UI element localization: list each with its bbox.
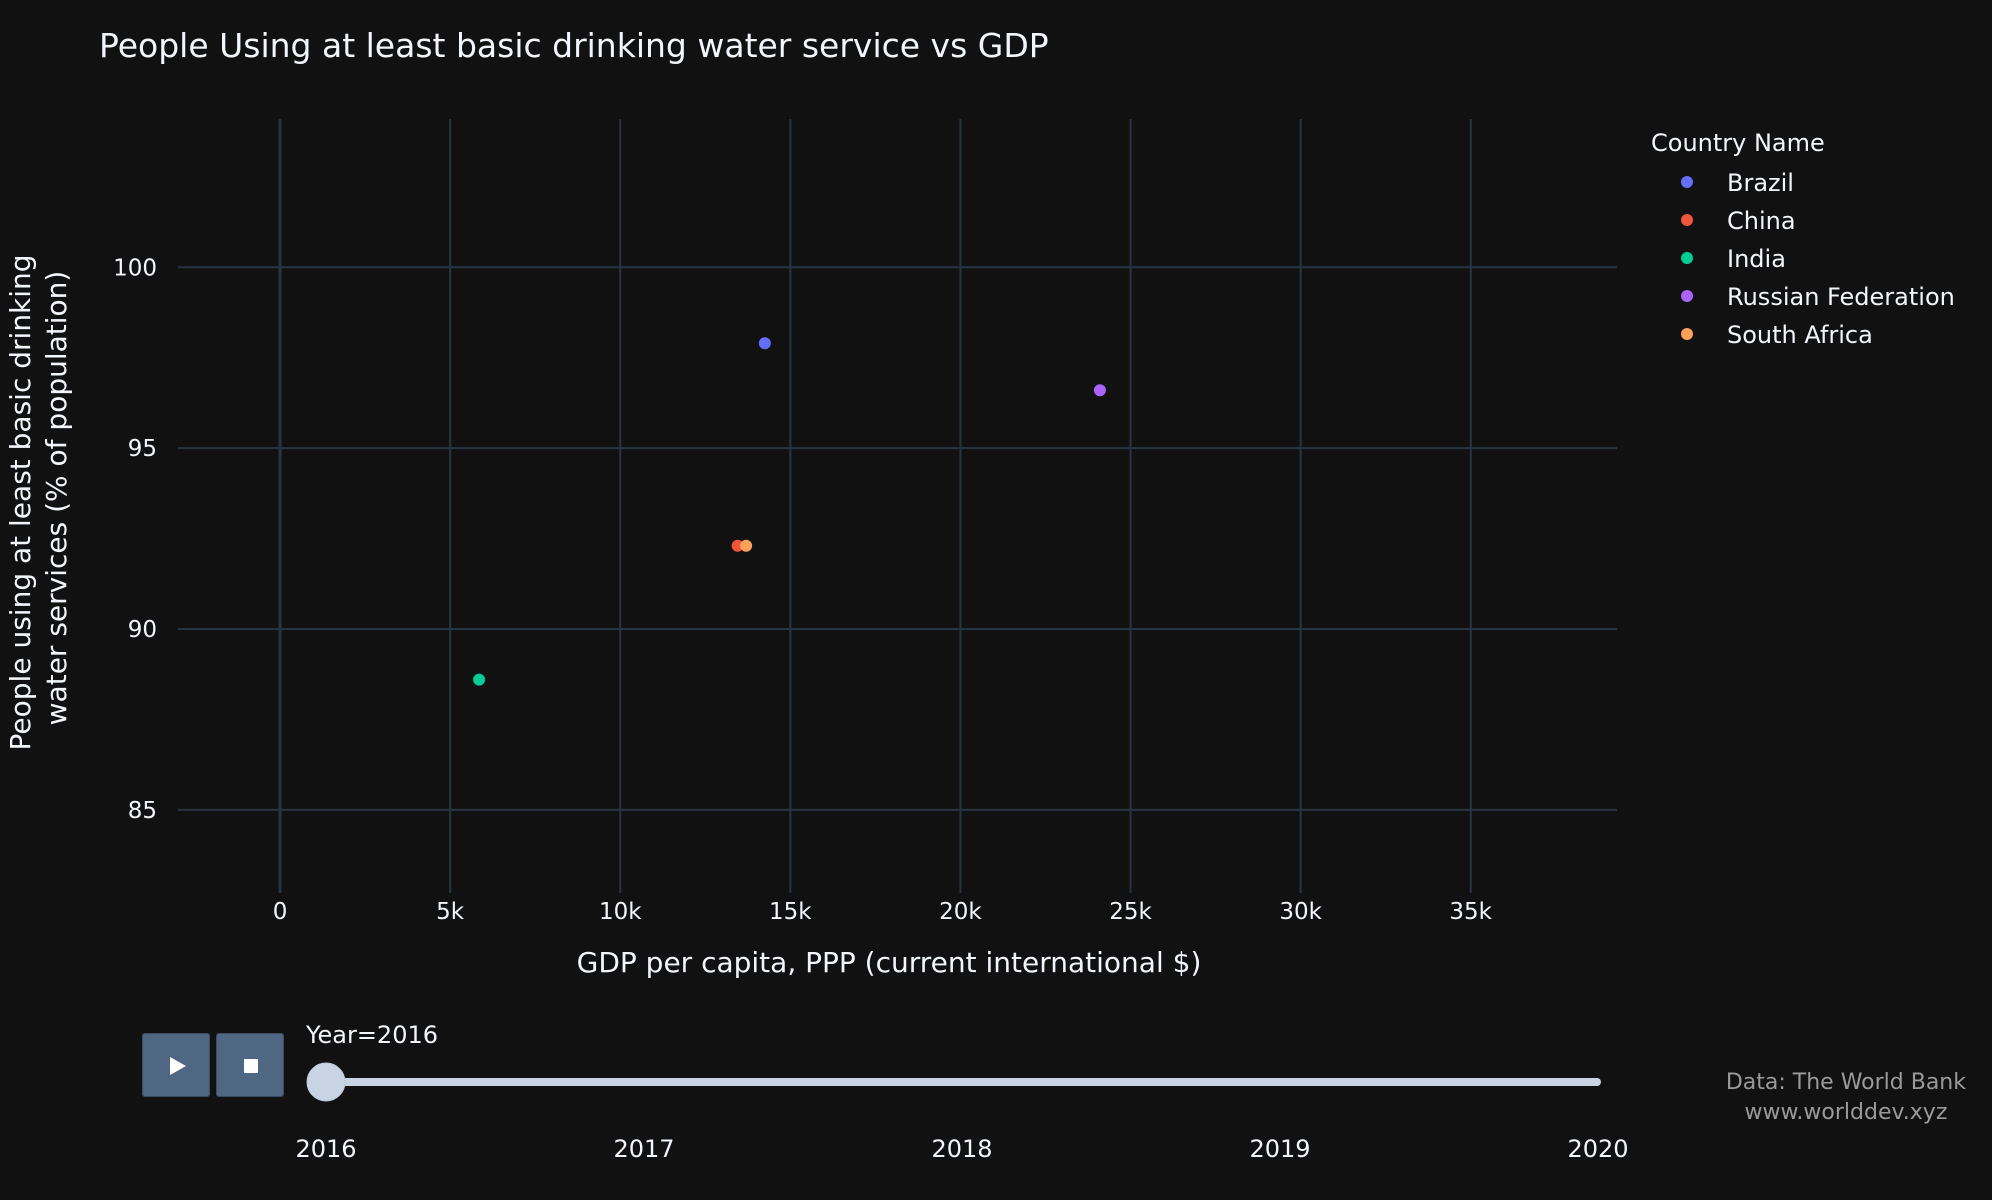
x-tick-label: 10k	[599, 899, 642, 925]
data-point-china[interactable]	[731, 539, 744, 552]
x-tick-label: 25k	[1109, 899, 1152, 925]
y-tick-label: 100	[113, 255, 157, 281]
legend-item-russian-federation[interactable]: Russian Federation	[1727, 283, 1955, 311]
legend-marker	[1681, 290, 1693, 302]
legend-marker	[1681, 214, 1693, 226]
stop-button[interactable]	[216, 1033, 284, 1097]
legend-marker	[1681, 328, 1693, 340]
slider-step-label[interactable]: 2018	[931, 1135, 992, 1163]
y-tick-label: 95	[128, 436, 157, 462]
data-point-russian-federation[interactable]	[1093, 384, 1106, 397]
y-axis-label-line-2: water services (% of population)	[40, 271, 73, 726]
y-axis-ticks: 85 90 95 100	[113, 255, 157, 824]
data-point-india[interactable]	[473, 673, 486, 686]
y-tick-label: 85	[128, 798, 157, 824]
data-points	[473, 337, 1106, 686]
slider-step-labels: 2016 2017 2018 2019 2020	[295, 1135, 1628, 1163]
legend-item-south-africa[interactable]: South Africa	[1727, 321, 1873, 349]
data-point-south-africa[interactable]	[740, 539, 753, 552]
x-axis-ticks: 0 5k 10k 15k 20k 25k 30k 35k	[273, 899, 1493, 925]
y-axis-label: People using at least basic drinking wat…	[4, 246, 73, 751]
slider-step-label[interactable]: 2019	[1249, 1135, 1310, 1163]
stop-icon	[244, 1059, 258, 1073]
x-tick-label: 20k	[939, 899, 982, 925]
legend-item-china[interactable]: China	[1727, 207, 1796, 235]
legend: Country Name Brazil China India Russian Fed…	[1651, 129, 1955, 349]
credit-line-2: www.worlddev.xyz	[1744, 1100, 1948, 1125]
data-point-brazil[interactable]	[758, 337, 771, 350]
x-axis-label: GDP per capita, PPP (current internation…	[577, 946, 1202, 979]
slider-step-label[interactable]: 2020	[1567, 1135, 1628, 1163]
x-tick-label: 5k	[436, 899, 465, 925]
year-slider[interactable]: Year=2016 2016 2017 2018 2019 2020	[295, 1021, 1628, 1163]
data-source-credit: Data: The World Bank www.worlddev.xyz	[1726, 1068, 1966, 1128]
legend-title: Country Name	[1651, 129, 1825, 157]
play-icon	[170, 1057, 186, 1075]
credit-line-1: Data: The World Bank	[1725, 1070, 1966, 1095]
legend-item-india[interactable]: India	[1727, 245, 1786, 273]
y-tick-label: 90	[128, 617, 157, 643]
slider-step-label[interactable]: 2017	[613, 1135, 674, 1163]
grid-lines	[178, 119, 1617, 893]
play-button[interactable]	[142, 1033, 210, 1097]
slider-handle[interactable]	[306, 1062, 346, 1102]
y-axis-label-line-1: People using at least basic drinking	[4, 254, 37, 750]
legend-marker	[1681, 176, 1693, 188]
slider-step-label[interactable]: 2016	[295, 1135, 356, 1163]
chart-title: People Using at least basic drinking wat…	[99, 26, 1049, 65]
legend-marker	[1681, 252, 1693, 264]
legend-item-brazil[interactable]: Brazil	[1727, 169, 1794, 197]
slider-current-label: Year=2016	[305, 1021, 438, 1049]
x-tick-label: 30k	[1279, 899, 1322, 925]
x-tick-label: 35k	[1449, 899, 1492, 925]
slider-rail[interactable]	[326, 1078, 1601, 1086]
x-tick-label: 0	[273, 899, 288, 925]
x-tick-label: 15k	[769, 899, 812, 925]
